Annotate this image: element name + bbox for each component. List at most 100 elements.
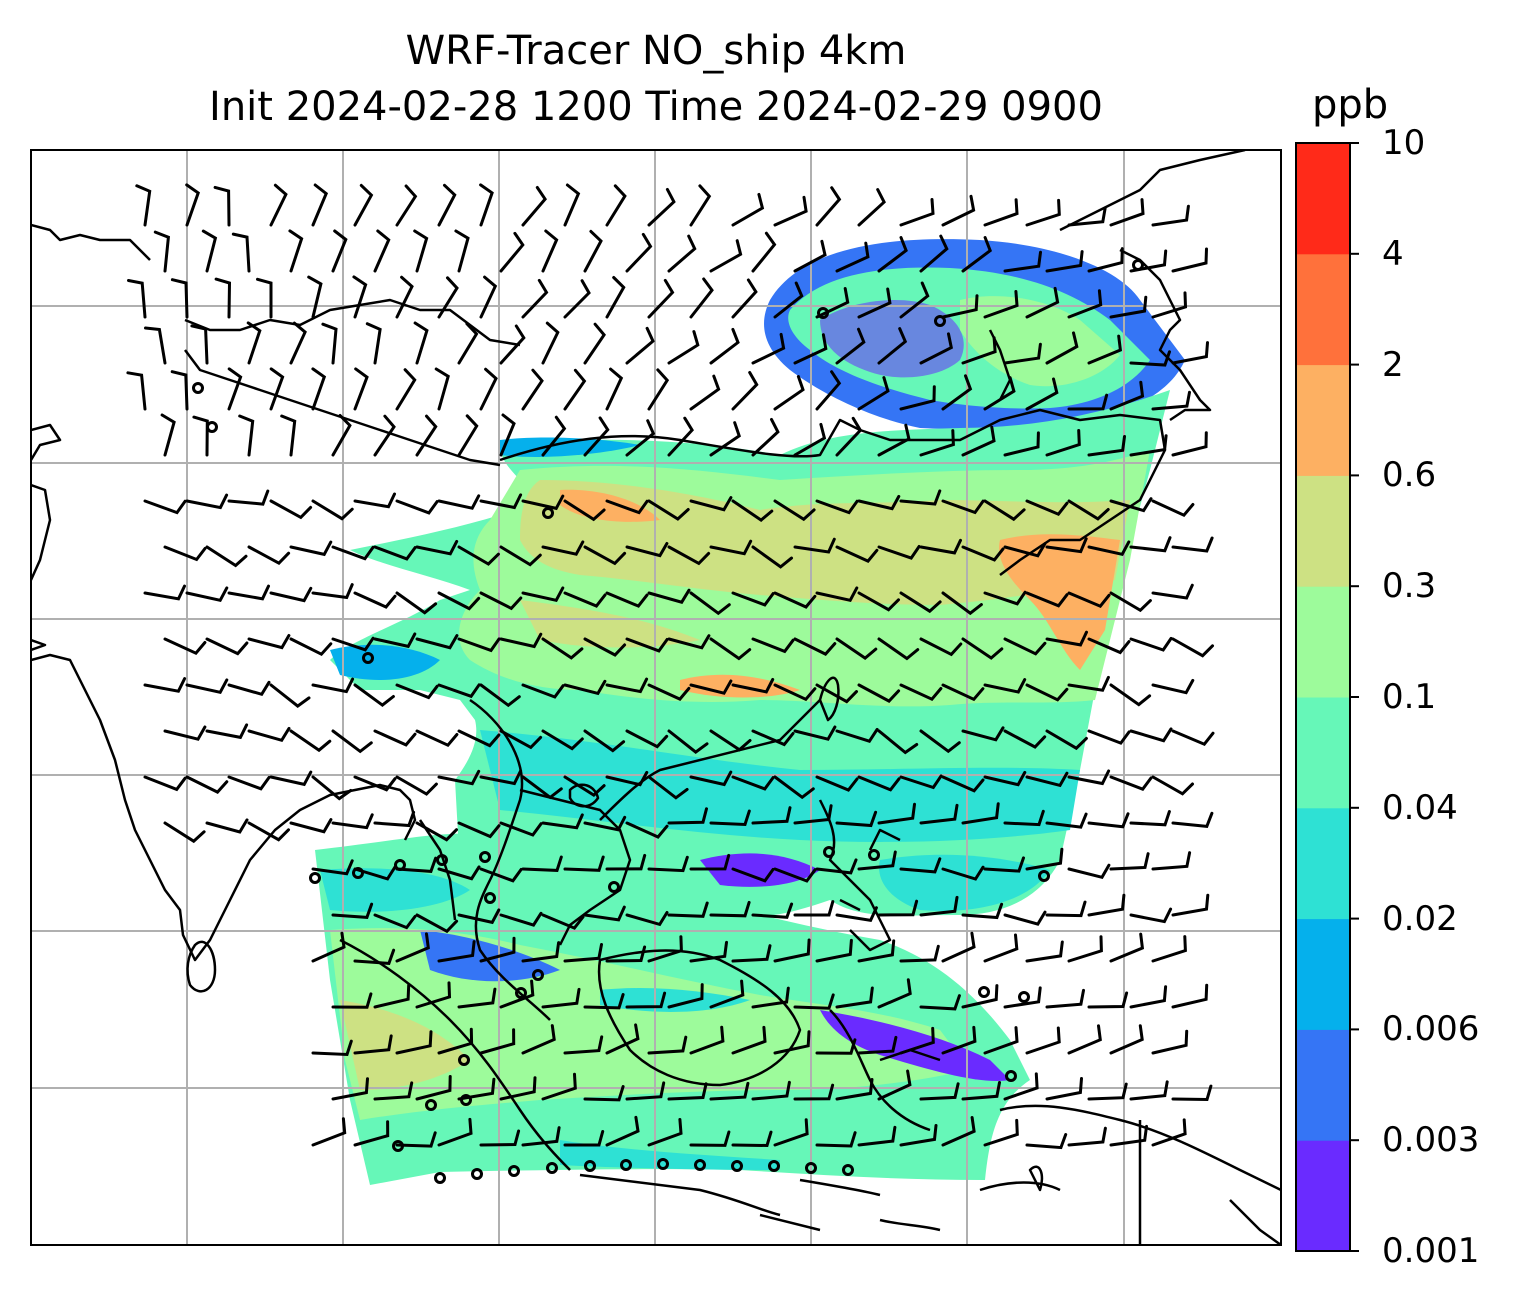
wind-barb xyxy=(857,188,886,227)
wind-barb xyxy=(689,679,733,695)
wind-barb xyxy=(961,545,1005,562)
wind-barb xyxy=(373,913,417,930)
wind-barb xyxy=(563,943,603,963)
wind-barb xyxy=(331,414,352,457)
wind-barb xyxy=(1045,537,1088,554)
wind-barb xyxy=(457,545,500,566)
wind-barb xyxy=(983,290,1019,319)
calm-marker xyxy=(694,1159,706,1171)
wind-barb xyxy=(941,294,979,319)
wind-barb xyxy=(835,1078,874,1101)
wind-barb xyxy=(667,634,711,650)
wind-barb xyxy=(709,900,751,918)
wind-barb xyxy=(1109,198,1145,227)
calm-marker xyxy=(515,987,527,999)
wind-barb xyxy=(1067,591,1111,609)
wind-barb xyxy=(983,198,1019,227)
wind-barb xyxy=(479,683,521,708)
wind-barb xyxy=(731,1130,773,1148)
wind-barb xyxy=(877,423,911,457)
wind-barb xyxy=(961,984,999,1009)
wind-barb xyxy=(625,991,667,1009)
wind-barb xyxy=(170,370,189,411)
wind-barb xyxy=(647,855,689,873)
wind-barb xyxy=(689,853,731,871)
wind-barb xyxy=(1151,1118,1187,1147)
wind-barb xyxy=(835,327,866,365)
wind-barb xyxy=(479,493,523,510)
wind-barb xyxy=(541,1072,577,1101)
wind-barb xyxy=(709,809,751,827)
wind-barb xyxy=(1087,435,1126,457)
wind-barb xyxy=(499,413,516,457)
wind-barb xyxy=(919,429,955,457)
wind-barb xyxy=(731,944,772,963)
wind-barb xyxy=(919,803,959,825)
wind-barb xyxy=(256,277,273,319)
wind-barb xyxy=(521,494,565,511)
wind-barb xyxy=(1087,247,1124,273)
wind-barb xyxy=(247,634,291,650)
wind-barb xyxy=(541,321,560,365)
wind-barb xyxy=(625,232,653,273)
wind-barb xyxy=(857,683,901,703)
wind-barb xyxy=(689,1025,725,1055)
wind-barb xyxy=(185,678,229,695)
wind-barb xyxy=(1171,536,1214,553)
wind-barb xyxy=(1109,295,1148,319)
wind-barb xyxy=(899,944,940,963)
calm-marker xyxy=(542,507,554,519)
colorbar-segment xyxy=(1296,918,1350,1030)
wind-barb xyxy=(647,775,689,800)
calm-marker xyxy=(425,1099,437,1111)
wind-barb xyxy=(1109,683,1152,707)
wind-barb xyxy=(941,499,985,515)
wind-barb xyxy=(625,637,669,653)
wind-barb xyxy=(457,414,479,457)
wind-barb xyxy=(353,492,396,509)
wind-barb xyxy=(457,987,497,1009)
wind-barb xyxy=(1129,727,1173,743)
wind-barb xyxy=(815,775,859,792)
wind-barb xyxy=(311,1039,353,1057)
wind-barb xyxy=(1151,291,1188,319)
wind-barb xyxy=(1109,775,1153,792)
wind-barb xyxy=(185,775,229,794)
colorbar-segment xyxy=(1296,364,1350,476)
wind-barb xyxy=(773,1030,811,1055)
wind-barb xyxy=(415,1075,452,1101)
wind-barb xyxy=(1003,809,1045,827)
wind-barb xyxy=(521,586,565,603)
wind-barb xyxy=(395,499,439,515)
wind-barb xyxy=(1003,986,1042,1009)
wind-barb xyxy=(205,818,249,834)
wind-barb xyxy=(751,729,795,747)
colorbar xyxy=(1295,142,1359,1252)
wind-barb xyxy=(479,1129,521,1147)
wind-barb xyxy=(1045,250,1084,273)
wind-barb xyxy=(415,539,459,556)
wind-barb xyxy=(437,1027,474,1055)
wind-barb xyxy=(563,591,607,608)
wind-barb xyxy=(1109,380,1145,411)
calm-marker xyxy=(458,1054,470,1066)
wind-barb xyxy=(331,992,373,1009)
wind-barb xyxy=(983,499,1026,522)
wind-barb xyxy=(815,1131,857,1148)
wind-barb xyxy=(961,236,993,273)
wind-barb xyxy=(1087,991,1129,1009)
calm-marker xyxy=(608,881,620,893)
wind-barb xyxy=(395,775,438,796)
wind-barb xyxy=(583,322,606,365)
wind-barb xyxy=(1151,390,1191,411)
wind-barb xyxy=(1003,250,1042,273)
wind-barb xyxy=(437,769,481,786)
wind-barb xyxy=(941,1025,977,1055)
wind-barb xyxy=(353,1120,390,1147)
wind-barb xyxy=(373,229,391,273)
wind-barb xyxy=(1003,1072,1039,1101)
wind-barb xyxy=(983,856,1025,873)
wind-barb xyxy=(583,637,627,657)
wind-barb xyxy=(1045,1077,1083,1101)
